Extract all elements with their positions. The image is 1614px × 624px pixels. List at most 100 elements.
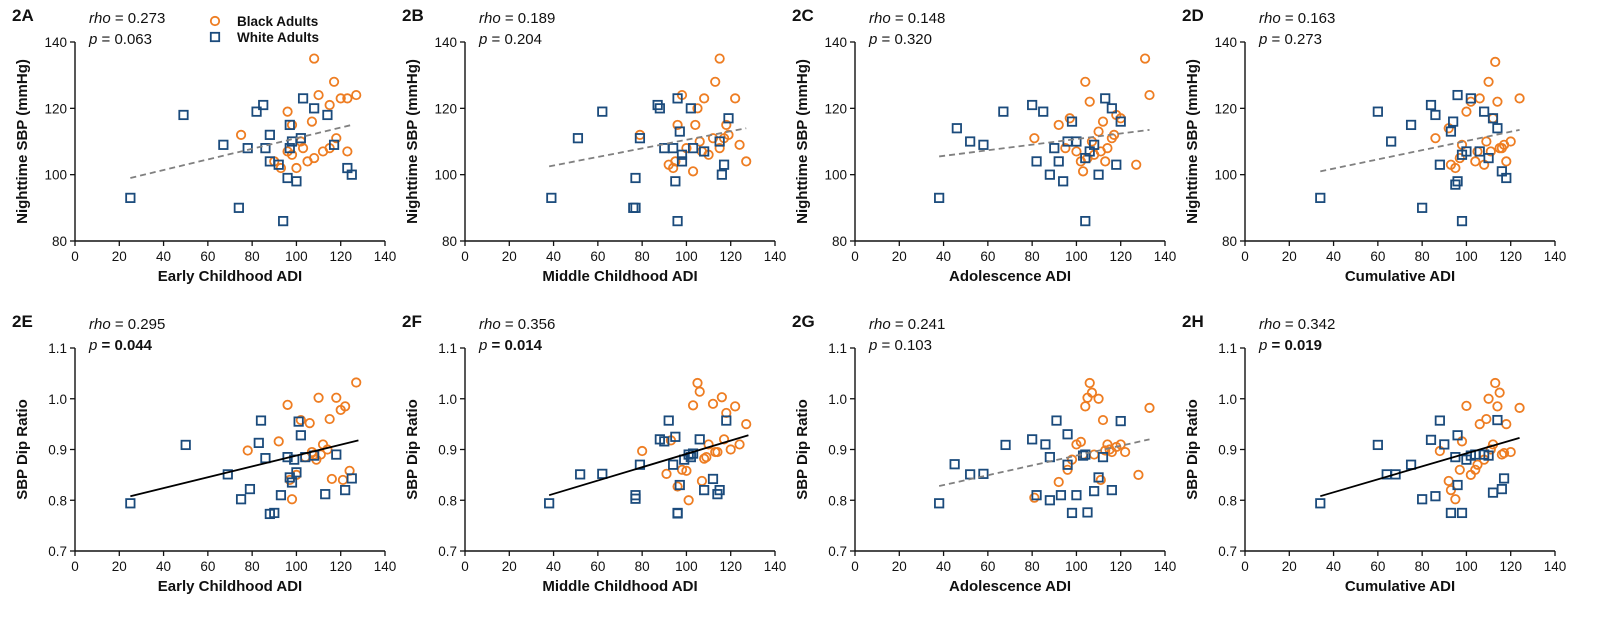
data-point-circle [1053, 476, 1064, 488]
data-point-circle [331, 392, 342, 403]
y-tick-label: 0.8 [48, 493, 67, 508]
data-point-circle [1093, 126, 1104, 137]
data-point-square [672, 508, 683, 519]
y-tick-label: 0.9 [1218, 443, 1237, 458]
y-tick-label: 1.1 [828, 341, 847, 356]
data-point-circle [309, 152, 320, 164]
y-tick-label: 1.1 [438, 341, 457, 356]
data-point-square [1080, 215, 1091, 227]
data-point-square [965, 469, 976, 480]
series-black-adults [1029, 53, 1155, 177]
legend-marker-square [209, 31, 221, 43]
y-tick-label: 80 [1222, 234, 1237, 249]
data-point-square [295, 430, 306, 441]
data-point-square [1115, 116, 1126, 127]
series-black-adults [235, 53, 362, 174]
data-point-circle [687, 400, 699, 411]
data-point-circle [282, 399, 293, 410]
data-point-square [282, 172, 293, 184]
x-tick-label: 60 [980, 249, 995, 264]
data-point-square [309, 103, 320, 114]
fit-line [548, 434, 749, 497]
x-tick-label: 120 [1109, 249, 1132, 264]
y-axis-label: SBP Dip Ratio [14, 399, 31, 500]
data-point-square [284, 119, 295, 131]
fit-line [548, 127, 747, 168]
fit-line [938, 438, 1150, 487]
data-point-circle [1450, 494, 1461, 505]
data-point-circle [1144, 402, 1155, 413]
data-point-circle [1133, 469, 1144, 480]
x-tick-label: 20 [1282, 249, 1297, 264]
legend-label: White Adults [237, 30, 319, 45]
data-point-circle [1496, 449, 1507, 460]
x-tick-label: 100 [1065, 559, 1088, 574]
x-tick-label: 40 [1326, 559, 1341, 574]
data-point-square [125, 192, 136, 203]
data-point-square [284, 143, 295, 154]
data-point-circle [1481, 136, 1492, 147]
y-tick-label: 0.7 [48, 544, 67, 559]
x-axis-label: Adolescence ADI [949, 268, 1071, 285]
data-point-circle [313, 392, 324, 403]
data-point-circle [295, 414, 306, 426]
data-point-square [1461, 146, 1472, 157]
p-stat: p = 0.103 [868, 337, 932, 354]
data-point-circle [340, 401, 351, 412]
data-point-square [597, 468, 608, 479]
data-point-square [1000, 439, 1011, 451]
data-point-circle [1454, 464, 1465, 475]
y-tick-label: 0.8 [438, 493, 457, 508]
data-point-circle [1501, 156, 1512, 167]
data-point-circle [741, 156, 752, 167]
x-tick-label: 0 [851, 559, 859, 574]
data-point-square [1417, 494, 1428, 505]
data-point-square [1474, 146, 1485, 157]
fit-line [130, 124, 352, 179]
x-tick-label: 140 [1544, 249, 1567, 264]
data-point-square [685, 103, 696, 114]
data-point-square [1372, 106, 1383, 117]
data-point-circle [1483, 76, 1494, 87]
y-axis-label: Nighttime SBP (mmHg) [1184, 59, 1201, 224]
x-axis-label: Early Childhood ADI [158, 268, 302, 285]
x-tick-label: 100 [1065, 249, 1088, 264]
rho-stat: rho = 0.189 [479, 10, 555, 27]
x-tick-label: 0 [1241, 559, 1249, 574]
data-point-square [934, 498, 945, 509]
data-point-circle [1514, 402, 1525, 413]
p-stat: p = 0.320 [868, 31, 932, 48]
data-point-circle [306, 116, 318, 127]
data-point-circle [661, 468, 672, 479]
x-tick-label: 140 [764, 249, 787, 264]
data-point-square [699, 146, 710, 157]
data-point-square [1501, 172, 1512, 184]
data-point-square [233, 202, 244, 213]
series-white-adults [125, 93, 357, 227]
p-stat: p = 0.044 [88, 337, 153, 354]
rho-stat: rho = 0.148 [869, 10, 945, 27]
data-point-square [1062, 459, 1073, 470]
data-point-square [1450, 179, 1461, 190]
data-point-square [1106, 103, 1117, 114]
x-tick-label: 100 [1455, 249, 1478, 264]
x-tick-label: 120 [719, 249, 742, 264]
data-point-circle [1485, 146, 1496, 157]
x-tick-label: 100 [675, 559, 698, 574]
rho-stat: rho = 0.241 [869, 316, 945, 333]
panel-label: 2G [792, 312, 815, 331]
data-point-square [1434, 415, 1445, 426]
data-point-square [978, 468, 989, 479]
data-point-square [331, 449, 342, 460]
data-point-circle [1084, 96, 1095, 107]
data-point-circle [351, 377, 362, 388]
y-tick-label: 0.9 [48, 443, 67, 458]
data-point-square [670, 431, 681, 442]
data-point-square [716, 169, 727, 180]
panel-2c: 2C rho = 0.148 p = 0.320 0 20 40 60 80 100 120 140… [792, 6, 1176, 285]
data-point-square [1492, 414, 1503, 426]
data-point-square [1405, 459, 1417, 470]
data-point-square [634, 133, 646, 144]
data-point-square [694, 434, 705, 445]
